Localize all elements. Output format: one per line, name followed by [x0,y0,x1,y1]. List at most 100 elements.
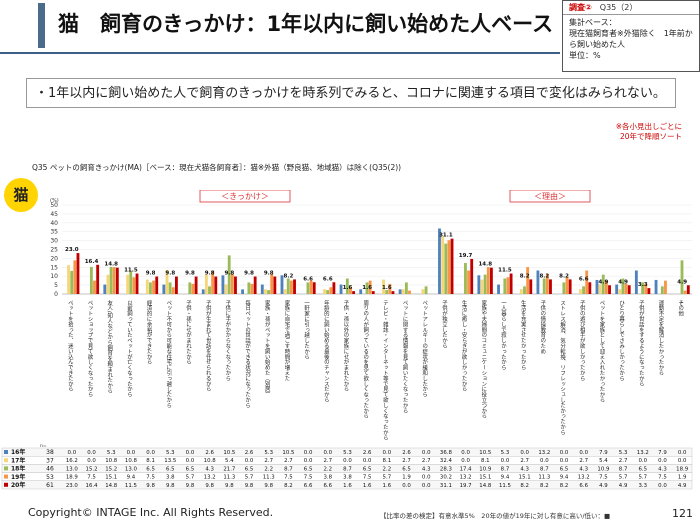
table-cell: 8.7 [284,466,293,472]
table-cell: 18.9 [66,475,79,481]
table-cell: 3.8 [166,475,175,481]
group-kikkake-label: ＜きっかけ＞ [221,192,269,201]
footer-copyright: Copyright© INTAGE Inc. All Rights Reserv… [28,506,274,519]
data-label: 6.6 [323,276,333,282]
survey-tag: 調査② [569,3,592,12]
data-label: 9.8 [165,271,175,277]
category-label: ストレス解消、気分転換、リフレッシュしたかったから [559,300,566,437]
table-cell: 3.8 [323,475,332,481]
title-accent [38,3,45,48]
table-cell: 6.5 [304,466,313,472]
table-cell: 0.0 [383,450,392,456]
table-cell: 9.8 [205,483,214,489]
series-name: 20年 [11,481,25,489]
bar [174,276,178,294]
y-tick-label: 50 [50,202,58,209]
category-label: テレビ・雑誌・インターネット等で見て欲しくなったから [382,300,389,442]
bar [349,287,352,294]
bar [582,286,585,294]
table-cell: 0.0 [579,450,588,456]
bar [115,267,119,294]
bar [67,265,70,294]
bar [332,282,336,294]
table-cell: 2.2 [323,466,332,472]
table-cell: 13.2 [637,450,649,456]
bar [247,282,251,294]
table-cell: 16.2 [66,458,78,464]
table-cell: 15.1 [519,475,531,481]
category-label: 家族に自宅で過ごす時間が増えた [283,299,290,382]
data-label: 1.6 [343,285,353,291]
table-cell: 13.2 [538,450,550,456]
bar [654,279,658,294]
data-label: 23.0 [65,247,79,253]
bar [519,289,523,294]
category-label: 以前飼っていたペットが亡くなったから [126,300,133,399]
series-name: 19年 [11,473,25,481]
table-cell: 4.3 [205,466,214,472]
group-kikkake-box [199,190,291,203]
series-n: 53 [46,474,54,481]
table-cell: 4.3 [422,466,431,472]
note-line: ら飼い始めた人 [569,40,625,49]
table-cell: 7.9 [599,450,608,456]
bar [293,279,296,294]
bar [624,283,628,294]
table-cell: 11.3 [263,475,275,481]
legend-swatch [4,474,8,479]
series-name: 16年 [11,448,25,456]
table-cell: 2.7 [422,458,431,464]
table-cell: 17.4 [460,466,473,472]
data-label: 9.8 [146,271,156,277]
table-cell: 11.5 [125,483,137,489]
category-label: 子供が生まれて世話を任せられるから [205,300,212,393]
bar [464,263,467,294]
bar [345,278,349,294]
bar [73,260,77,294]
table-cell: 1.6 [343,483,352,489]
bar [126,274,130,294]
table-cell: 5.7 [383,475,392,481]
table-cell: 6.5 [245,466,254,472]
bar [112,267,116,294]
table-cell: 9.4 [560,475,569,481]
table-cell: 13.5 [164,458,176,464]
bar [444,243,448,294]
table-cell: 2.2 [264,466,273,472]
category-label: 一軒家に引っ越したから [303,300,310,361]
bar [447,240,451,294]
bar [506,277,510,294]
table-cell: 10.5 [479,450,491,456]
bar [562,282,566,294]
data-label: 9.8 [264,271,274,277]
bar [188,282,192,294]
bar [470,258,474,294]
table-cell: 0.0 [68,450,77,456]
bar [352,291,356,294]
table-cell: 4.3 [520,466,529,472]
legend-swatch [4,450,8,454]
bar [647,288,651,294]
y-tick-label: 30 [50,238,58,245]
table-cell: 8.7 [619,466,628,472]
table-cell: 2.7 [284,458,293,464]
data-label: 9.8 [185,271,195,277]
question-label: Q35 ペットの飼育きっかけ(MA)［ベース：現在犬猫各飼育者］：猫※外猫（野良… [32,163,402,172]
table-cell: 0.0 [422,475,431,481]
note-line: 単位：% [569,51,601,60]
table-cell: 36.8 [440,450,453,456]
table-cell: 6.6 [579,483,588,489]
category-label: ペット不可から可能な住宅に引っ越したから [165,300,172,410]
table-cell: 2.6 [205,450,214,456]
title-bar: 猫 飼育のきっかけ：1年以内に飼い始めた人ベース [0,0,700,56]
table-cell: 4.9 [619,483,628,489]
data-label: 8.2 [520,273,530,279]
bar [382,279,385,294]
table-cell: 11.3 [538,475,550,481]
bar [568,279,572,294]
bar [241,289,245,294]
table-cell: 6.5 [638,466,647,472]
category-label: 子供・孫以外の家族にせがまれたから [342,300,349,393]
bar [306,282,310,294]
